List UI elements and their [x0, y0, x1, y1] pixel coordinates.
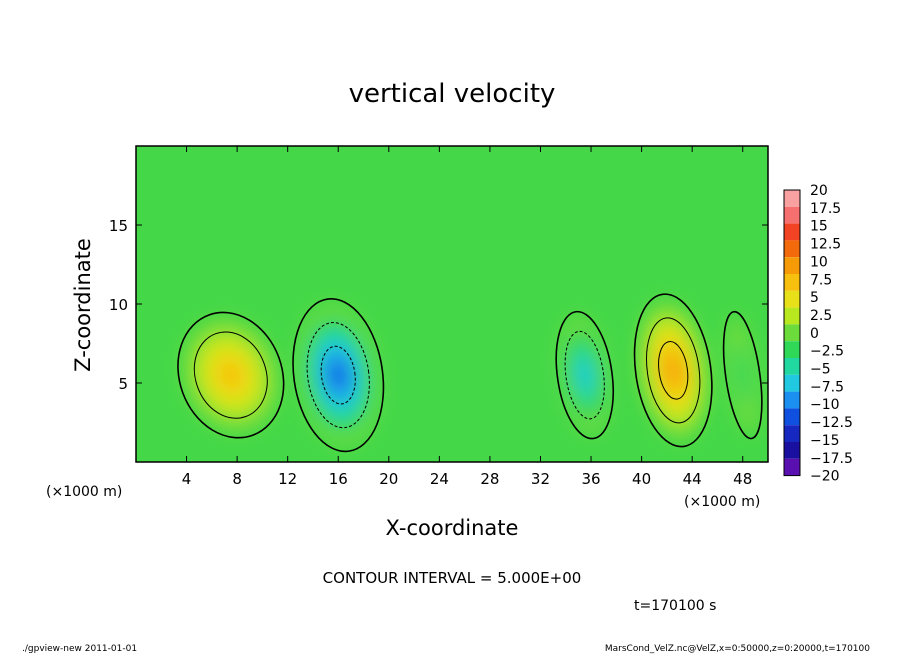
- colorbar-label-1: 17.5: [810, 201, 841, 217]
- contour-interval: CONTOUR INTERVAL = 5.000E+00: [323, 569, 582, 587]
- field-cell-1-5: [331, 363, 346, 387]
- contour-1-1: [306, 322, 370, 429]
- colorbar-label-14: −15: [810, 433, 840, 449]
- x-tick-label-3: 16: [329, 470, 348, 488]
- chart-title: vertical velocity: [349, 79, 556, 109]
- footer-right: MarsCond_VelZ.nc@VelZ,x=0:50000,z=0:2000…: [605, 644, 870, 654]
- field-cell-0-3: [218, 360, 244, 390]
- contour-1-0: [292, 298, 385, 453]
- colorbar-swatch-16: [784, 458, 800, 476]
- colorbar-swatch-6: [784, 290, 800, 308]
- colorbar-label-9: −2.5: [810, 344, 844, 360]
- y-tick-label-0: 5: [118, 375, 128, 393]
- colorbar-label-6: 5: [810, 290, 819, 306]
- x-tick-label-4: 20: [379, 470, 398, 488]
- colorbar-label-15: −17.5: [810, 451, 853, 467]
- contour-3-1: [646, 317, 701, 424]
- y-axis: 5 10 15: [109, 217, 768, 393]
- y-tick-label-2: 15: [109, 217, 128, 235]
- colorbar-label-10: −5: [810, 362, 831, 378]
- x-tick-label-8: 36: [581, 470, 600, 488]
- x-unit-right: (×1000 m): [684, 494, 760, 510]
- colorbar-swatch-12: [784, 391, 800, 409]
- colorbar-label-11: −7.5: [810, 379, 844, 395]
- colorbar-swatch-7: [784, 307, 800, 325]
- colorbar-swatch-2: [784, 223, 800, 241]
- x-tick-label-0: 4: [182, 470, 192, 488]
- x-axis-label: X-coordinate: [386, 516, 519, 540]
- colorbar-swatch-13: [784, 408, 800, 426]
- x-tick-label-1: 8: [232, 470, 242, 488]
- x-tick-label-6: 28: [480, 470, 499, 488]
- x-tick-label-2: 12: [278, 470, 297, 488]
- footer-left: ./gpview-new 2011-01-01: [22, 644, 137, 654]
- contour-lines: [177, 293, 763, 453]
- x-tick-label-9: 40: [632, 470, 651, 488]
- contour-2-0: [555, 310, 614, 440]
- colorbar: 20 17.5 15 12.510 7.5 5 2.5 0 −2.5 −5−7.5 −10 −12.5…: [783, 183, 853, 485]
- colorbar-label-4: 10: [810, 254, 828, 270]
- x-unit-left: (×1000 m): [46, 484, 122, 500]
- x-tick-label-10: 44: [683, 470, 702, 488]
- colorbar-label-3: 12.5: [810, 237, 841, 253]
- colorbar-swatch-5: [784, 274, 800, 291]
- colorbar-label-12: −10: [810, 397, 840, 413]
- field-cell-4-1: [733, 345, 752, 405]
- colorbar-label-7: 2.5: [810, 308, 832, 324]
- time-stamp: t=170100 s: [634, 598, 716, 614]
- colorbar-swatch-14: [784, 425, 800, 442]
- colorbar-label-8: 0: [810, 326, 819, 342]
- colorbar-swatch-3: [784, 240, 800, 258]
- colorbar-label-16: −20: [810, 469, 840, 485]
- contour-4-0: [722, 310, 763, 440]
- contour-1-2: [320, 345, 356, 405]
- colorbar-swatch-15: [784, 442, 800, 459]
- x-axis: 4 8 12 16 20 24 28 32 36 40 44 48: [182, 146, 752, 488]
- colorbar-swatch-11: [784, 374, 800, 392]
- colorbar-frame: [783, 189, 801, 477]
- field-cell-2-3: [578, 360, 592, 390]
- colorbar-label-13: −12.5: [810, 415, 853, 431]
- colorbar-swatch-0: [784, 190, 800, 207]
- x-tick-label-5: 24: [430, 470, 449, 488]
- contour-0-0: [177, 311, 285, 439]
- contour-3-0: [633, 293, 713, 448]
- plot-area: [135, 145, 769, 463]
- contour-3-2: [658, 341, 689, 400]
- colorbar-swatch-8: [784, 324, 800, 342]
- colorbar-swatch-4: [784, 257, 800, 274]
- colorbar-swatch-1: [784, 206, 800, 224]
- x-tick-label-7: 32: [531, 470, 550, 488]
- contour-2-1: [564, 330, 605, 420]
- colorbar-label-0: 20: [810, 183, 828, 199]
- colorbar-label-2: 15: [810, 219, 828, 235]
- velocity-field: [181, 299, 761, 446]
- field-cell-3-4: [666, 356, 681, 385]
- colorbar-swatch-9: [784, 341, 800, 358]
- colorbar-label-5: 7.5: [810, 272, 832, 288]
- colorbar-swatch-10: [784, 358, 800, 375]
- y-tick-label-1: 10: [109, 296, 128, 314]
- contour-0-1: [193, 331, 268, 419]
- y-axis-label: Z-coordinate: [71, 238, 95, 372]
- x-tick-label-11: 48: [733, 470, 752, 488]
